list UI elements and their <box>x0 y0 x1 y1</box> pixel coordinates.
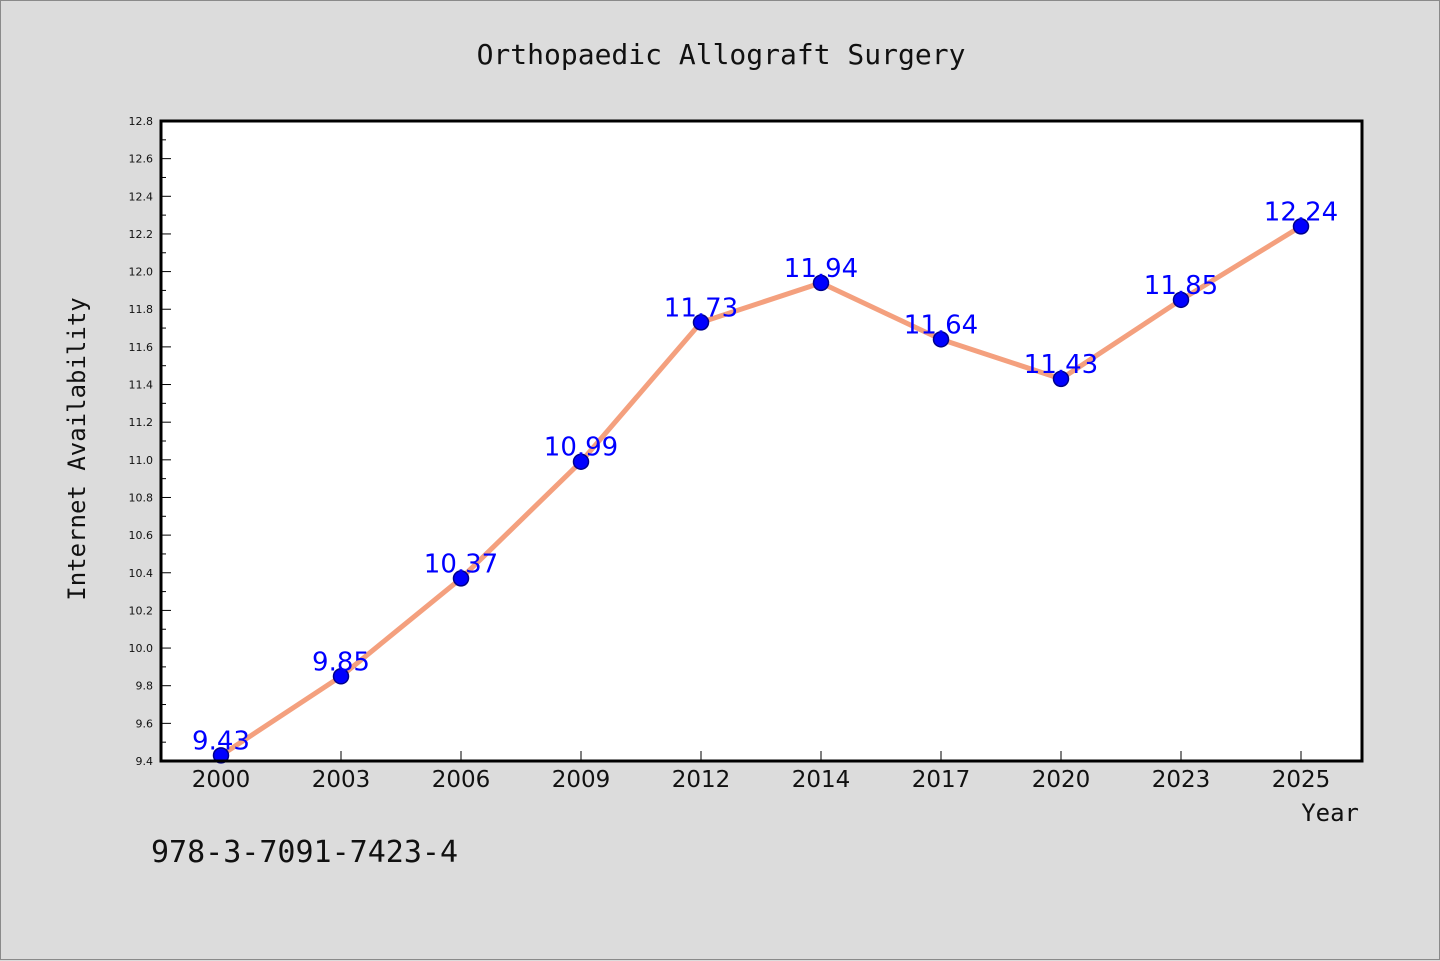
y-tick-label: 11.8 <box>129 303 154 316</box>
data-point <box>1172 291 1190 309</box>
data-label: 11.64 <box>904 310 978 340</box>
y-tick-label: 10.2 <box>129 604 154 617</box>
y-tick-label: 12.0 <box>129 266 154 279</box>
data-point <box>212 747 230 764</box>
y-tick-label: 10.4 <box>129 567 154 580</box>
y-tick-label: 10.8 <box>129 491 154 504</box>
data-label: 9.85 <box>312 647 370 677</box>
chart-title: Orthopaedic Allograft Surgery <box>477 38 966 71</box>
x-tick-label: 2000 <box>192 767 251 793</box>
data-point <box>572 453 590 470</box>
data-point <box>1052 370 1070 388</box>
y-tick-label: 12.6 <box>129 153 154 166</box>
isbn-annotation: 978-3-7091-7423-4 <box>151 835 459 870</box>
series-line <box>218 223 1304 758</box>
data-point <box>452 570 470 587</box>
data-labels: 9.43 9.85 10.37 10.99 11.73 11.94 11.64 11.43 11… <box>192 197 1338 756</box>
data-label: 11.43 <box>1024 350 1098 380</box>
series-line-group <box>218 223 1304 758</box>
data-point <box>812 274 830 292</box>
data-label: 11.73 <box>664 293 738 323</box>
x-tick-label: 2006 <box>432 767 491 793</box>
x-tick-label: 2025 <box>1272 767 1331 793</box>
y-tick-label: 10.6 <box>129 529 154 542</box>
data-label: 9.43 <box>192 726 250 756</box>
y-tick-label: 9.8 <box>136 680 154 693</box>
x-tick-label: 2023 <box>1152 767 1211 793</box>
plot-area <box>161 121 1362 761</box>
y-tick-label: 11.2 <box>129 416 154 429</box>
y-tick-label: 12.4 <box>129 190 154 203</box>
y-tick-label: 9.4 <box>136 755 154 768</box>
y-tick-label: 10.0 <box>129 642 154 655</box>
x-axis: 2000 2003 2006 2009 2012 2014 2017 2020 2023 2025 <box>192 751 1331 793</box>
y-tick-label: 12.2 <box>129 228 154 241</box>
y-axis: 9.4 9.6 9.8 10.0 10.2 10.4 10.6 10.8 11.0 11.2 11.… <box>129 115 171 768</box>
x-tick-label: 2020 <box>1032 767 1091 793</box>
x-tick-label: 2009 <box>552 767 611 793</box>
x-tick-label: 2017 <box>912 767 971 793</box>
data-label: 10.37 <box>424 549 498 579</box>
data-point <box>932 331 950 348</box>
data-markers <box>212 218 1310 764</box>
x-tick-label: 2014 <box>792 767 851 793</box>
data-label: 11.85 <box>1144 271 1218 301</box>
data-point <box>332 668 350 685</box>
y-tick-label: 9.6 <box>136 717 154 730</box>
y-tick-label: 11.4 <box>129 379 154 392</box>
data-label: 12.24 <box>1264 197 1338 227</box>
data-label: 11.94 <box>784 254 858 284</box>
data-point <box>692 314 710 331</box>
y-tick-label: 12.8 <box>129 115 154 128</box>
x-tick-label: 2003 <box>312 767 371 793</box>
data-label: 10.99 <box>544 433 618 463</box>
y-tick-label: 11.0 <box>129 454 154 467</box>
x-tick-label: 2012 <box>672 767 731 793</box>
y-tick-label: 11.6 <box>129 341 154 354</box>
data-point <box>1292 218 1310 235</box>
x-axis-label: Year <box>1301 799 1359 827</box>
y-axis-label: Internet Availability <box>63 297 91 600</box>
plot-frame <box>159 119 1364 763</box>
